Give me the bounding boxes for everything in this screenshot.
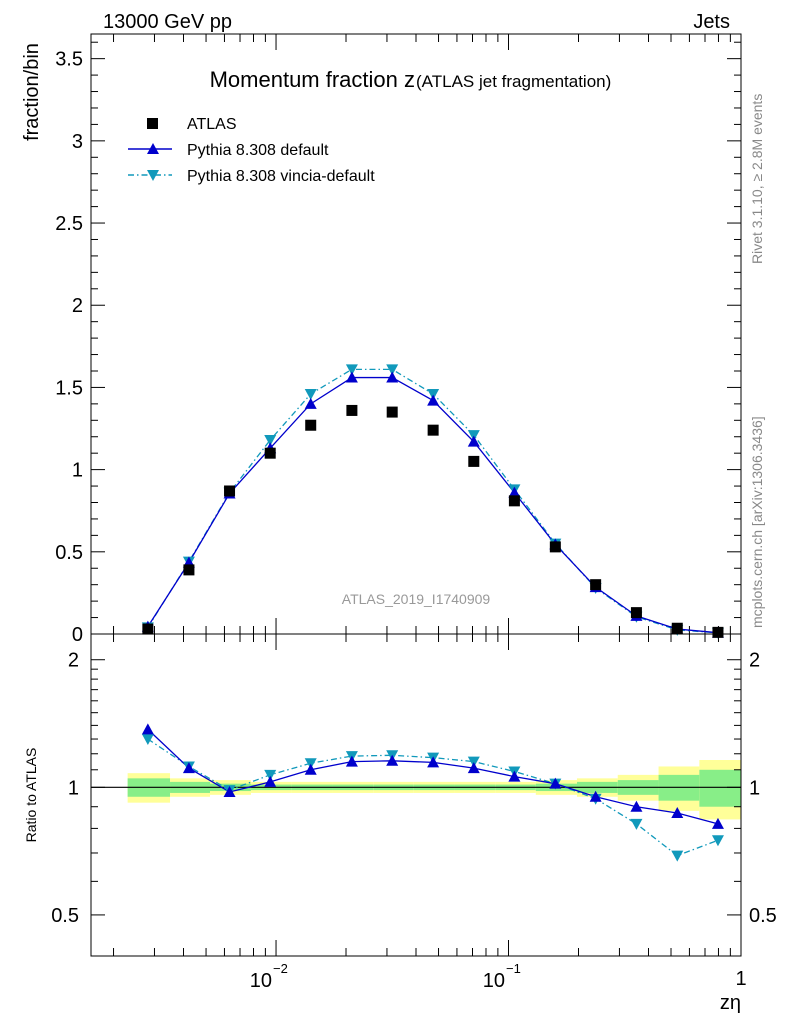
chart-title: Momentum fraction z (210, 67, 415, 92)
main-y-tick-label: 2.5 (55, 213, 83, 235)
ratio-point-default (630, 800, 643, 812)
y-axis-label: fraction/bin (21, 43, 43, 141)
legend-marker-default (147, 143, 159, 154)
ratio-point-default (182, 762, 195, 774)
point-vincia (467, 430, 480, 442)
point-default (508, 486, 521, 498)
mcplots-side-label: mcplots.cern.ch [arXiv:1306.3436] (749, 416, 765, 628)
point-vincia (264, 435, 277, 447)
ratio-point-vincia (630, 818, 643, 830)
ratio-point-default (264, 775, 277, 787)
point-atlas (671, 622, 683, 634)
ratio-band-inner (699, 769, 741, 807)
x-tick-exp-1e-2: −2 (273, 961, 288, 976)
ratio-y-axis-label: Ratio to ATLAS (23, 748, 39, 843)
legend-label-atlas: ATLAS (187, 116, 237, 133)
point-atlas (468, 455, 480, 467)
ratio-point-default (386, 754, 399, 766)
ratio-point-default (141, 723, 154, 735)
ratio-point-vincia (304, 758, 317, 770)
ratio-y-axis: 0.5 0.5 1 1 2 2 (51, 650, 777, 957)
main-series-layer (141, 364, 724, 639)
ratio-point-vincia (711, 835, 724, 847)
main-y-tick-label: 1.5 (55, 377, 83, 399)
header-category-label: Jets (693, 11, 730, 33)
ratio-point-vincia (264, 769, 277, 781)
main-y-tick-label: 3.5 (55, 49, 83, 71)
point-atlas (427, 424, 439, 436)
chart-subtitle: (ATLAS jet fragmentation) (416, 72, 611, 91)
ratio-point-default (711, 817, 724, 829)
legend: ATLAS Pythia 8.308 default Pythia 8.308 … (128, 116, 375, 185)
ratio-point-default (671, 806, 684, 818)
ratio-point-default (427, 756, 440, 768)
point-default (304, 397, 317, 409)
ratio-series-layer (141, 723, 724, 862)
main-y-tick-label: 0 (72, 624, 83, 646)
ratio-point-default (589, 790, 602, 802)
ratio-point-default (345, 755, 358, 767)
ratio-point-default (467, 762, 480, 774)
point-vincia (345, 364, 358, 376)
x-axis-label: zη (720, 992, 741, 1014)
legend-marker-atlas (147, 118, 158, 129)
ratio-point-default (549, 777, 562, 789)
point-default (345, 371, 358, 383)
point-atlas (508, 495, 520, 507)
main-y-tick-label: 0.5 (55, 542, 83, 564)
ratio-y-tick-label: 1 (68, 777, 79, 799)
ratio-point-default (223, 785, 236, 797)
legend-marker-vincia (147, 170, 159, 181)
legend-label-default: Pythia 8.308 default (187, 142, 329, 159)
point-vincia (427, 389, 440, 400)
point-atlas (142, 623, 154, 635)
main-y-tick-label: 3 (72, 131, 83, 153)
analysis-watermark: ATLAS_2019_I1740909 (342, 591, 491, 607)
ratio-point-default (508, 770, 521, 782)
rivet-side-label: Rivet 3.1.10, ≥ 2.8M events (749, 94, 765, 264)
point-vincia (386, 364, 399, 376)
ratio-y-tick-label: 2 (68, 650, 79, 672)
ratio-panel: 0.5 0.51 12 2 Ratio to ATLAS 10 −2 10 −1 1 … (23, 633, 777, 1014)
point-atlas (630, 607, 642, 619)
ratio-y-tick-label: 0.5 (51, 905, 79, 927)
point-atlas (712, 626, 724, 638)
point-atlas (264, 447, 276, 459)
ratio-line-vincia (147, 738, 719, 857)
header-collision-label: 13000 GeV pp (103, 11, 232, 33)
ratio-point-vincia (671, 850, 684, 862)
ratio-y-tick-label-right: 2 (749, 650, 760, 672)
main-y-tick-label: 1 (72, 460, 83, 482)
x-tick-exp-1e-1: −1 (506, 961, 521, 976)
ratio-x-axis (113, 634, 731, 956)
point-default (467, 435, 480, 447)
point-atlas (590, 579, 602, 591)
point-atlas (183, 564, 195, 576)
ratio-point-default (304, 763, 317, 775)
ratio-point-vincia (141, 734, 154, 746)
ratio-y-tick-label-right: 0.5 (749, 905, 777, 927)
x-tick-label-1e-1: 10 (483, 970, 505, 992)
ratio-y-tick-label-right: 1 (749, 777, 760, 799)
point-atlas (305, 419, 317, 431)
point-default (427, 394, 440, 406)
point-default (386, 371, 399, 383)
point-atlas (346, 404, 358, 416)
point-atlas (549, 541, 561, 553)
main-y-axis: 0 0.5 1 1.5 2 2.5 3 3.5 (55, 41, 741, 646)
main-panel: 0 0.5 1 1.5 2 2.5 3 3.5 Momentum fraction z (AT… (21, 33, 742, 646)
legend-label-vincia: Pythia 8.308 vincia-default (187, 168, 375, 185)
main-y-tick-label: 2 (72, 295, 83, 317)
x-tick-label-1e-2: 10 (250, 970, 272, 992)
point-atlas (386, 406, 398, 418)
point-vincia (304, 389, 317, 400)
ratio-point-vincia (467, 756, 480, 768)
x-tick-label-1: 1 (735, 968, 746, 990)
point-atlas (224, 485, 236, 497)
